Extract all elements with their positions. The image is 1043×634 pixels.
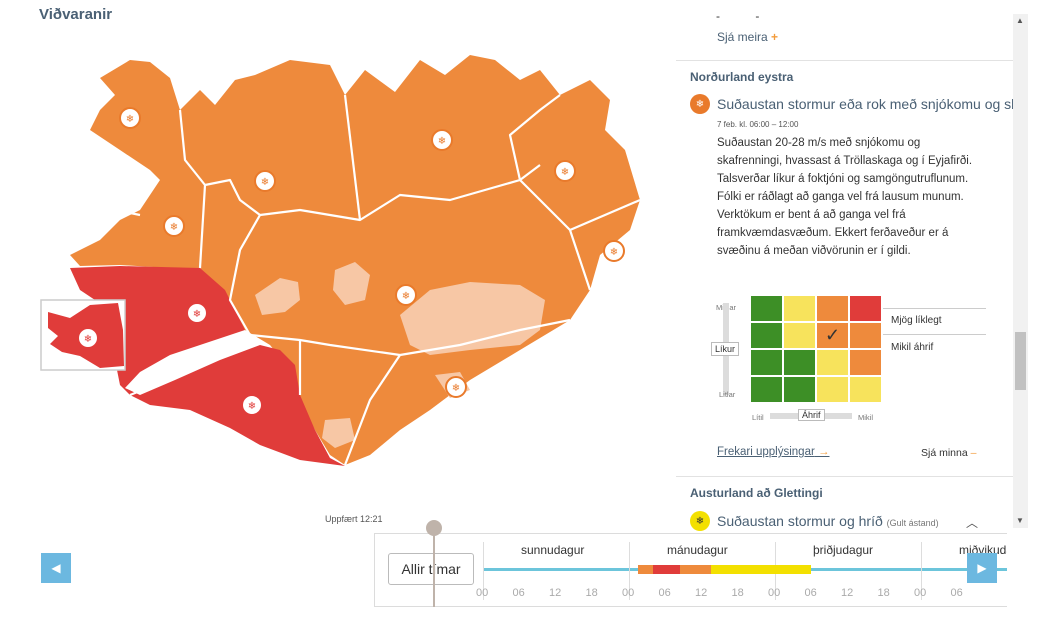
likelihood-value: Mjög líklegt [891, 315, 942, 326]
hour-label: 18 [585, 587, 598, 599]
more-info-label: Frekari upplýsingar [717, 446, 815, 458]
chevron-up-icon[interactable]: ︿ [966, 516, 979, 530]
page-title: Viðvaranir [39, 6, 113, 23]
region-title-nordurland-eystra: Norðurland eystra [690, 70, 794, 84]
timeline[interactable]: Allir tímar sunnudagur mánudagur þriðjudag… [374, 533, 1007, 607]
warning-level-note: (Gult ástand) [886, 518, 939, 528]
svg-text:❄: ❄ [610, 247, 618, 258]
impact-value: Mikil áhrif [891, 342, 934, 353]
hour-label: 00 [622, 587, 635, 599]
likelihood-label: Líkur [711, 342, 740, 356]
hour-label: 12 [695, 587, 708, 599]
region-red-west[interactable] [70, 266, 345, 466]
triangle-right-icon: ▶ [977, 561, 987, 575]
hour-label: 18 [731, 587, 744, 599]
risk-matrix: ✓ [750, 295, 882, 403]
day-divider [921, 542, 922, 600]
warning-description: Suðaustan 20-28 m/s með snjókomu og skaf… [717, 137, 973, 257]
svg-text:❄: ❄ [452, 383, 460, 394]
timeline-prev-button[interactable]: ◀ [41, 553, 71, 583]
hour-label: 12 [841, 587, 854, 599]
checkmark-icon: ✓ [816, 322, 849, 349]
divider [676, 60, 1013, 61]
timeline-warning-yellow [711, 565, 811, 574]
warning-title-text: Suðaustan stormur og hríð [717, 513, 883, 529]
hour-label: 06 [512, 587, 525, 599]
impact-high-label: Mikil [858, 413, 873, 422]
region-orange[interactable] [70, 55, 640, 465]
warning-title[interactable]: Suðaustan stormur og hríð (Gult ástand) [717, 513, 939, 529]
plus-icon: + [771, 30, 779, 44]
svg-text:❄: ❄ [438, 136, 446, 147]
warning-map[interactable]: ❄ ❄ ❄ ❄ ❄ ❄ ❄ ❄ ❄ ❄ ❄ [0, 30, 680, 490]
warning-title[interactable]: Suðaustan stormur eða rok með snjókomu o… [717, 96, 1013, 112]
svg-text:❄: ❄ [126, 114, 134, 125]
divider [883, 334, 986, 335]
hour-label: 00 [914, 587, 927, 599]
triangle-left-icon: ◀ [51, 561, 61, 575]
day-label: mánudagur [667, 543, 728, 557]
hour-label: 06 [658, 587, 671, 599]
all-times-button[interactable]: Allir tímar [388, 553, 474, 585]
svg-text:❄: ❄ [261, 177, 269, 188]
day-divider [629, 542, 630, 600]
svg-text:❄: ❄ [84, 334, 92, 345]
impact-low-label: Lítil [752, 413, 764, 422]
see-more-label: Sjá meira [717, 30, 768, 44]
previous-region-placeholder: - - [716, 9, 776, 23]
hour-label: 12 [549, 587, 562, 599]
snow-wind-warning-icon: ❄ [690, 511, 710, 531]
likelihood-low-label: Litlar [719, 390, 736, 399]
scrollbar-thumb[interactable] [1015, 332, 1026, 390]
divider [883, 308, 986, 309]
day-label: þriðjudagur [813, 543, 874, 557]
hour-label: 06 [804, 587, 817, 599]
day-divider [483, 542, 484, 600]
svg-text:❄: ❄ [170, 222, 178, 233]
svg-text:❄: ❄ [193, 309, 201, 320]
timeline-warning-red [653, 565, 680, 574]
timeline-next-button[interactable]: ▶ [967, 553, 997, 583]
see-less-label: Sjá minna [921, 447, 968, 459]
hour-label: 18 [877, 587, 890, 599]
region-title-austurland: Austurland að Glettingi [690, 486, 823, 500]
map-updated-time: Uppfært 12:21 [325, 514, 383, 524]
more-info-link[interactable]: Frekari upplýsingar → [717, 446, 830, 458]
hour-label: 00 [476, 587, 489, 599]
see-less-link[interactable]: Sjá minna – [921, 447, 976, 459]
svg-text:❄: ❄ [402, 291, 410, 302]
timeline-cursor[interactable] [433, 528, 435, 607]
svg-text:❄: ❄ [561, 167, 569, 178]
day-label: sunnudagur [521, 543, 585, 557]
warning-time: 7 feb. kl. 06:00 – 12:00 [717, 120, 799, 129]
timeline-cursor-handle[interactable] [426, 520, 442, 536]
map-warning-icons: ❄ ❄ ❄ ❄ ❄ ❄ ❄ ❄ ❄ ❄ ❄ [77, 107, 625, 416]
hour-label: 00 [768, 587, 781, 599]
scroll-up-icon[interactable]: ▲ [1016, 16, 1024, 25]
arrow-right-icon: → [818, 446, 830, 458]
impact-label: Áhrif [798, 409, 825, 421]
minus-icon: – [970, 447, 977, 459]
see-more-link[interactable]: Sjá meira + [717, 30, 778, 44]
divider [676, 476, 1013, 477]
snow-wind-warning-icon: ❄ [690, 94, 710, 114]
panel-scrollbar[interactable]: ▲ ▼ [1013, 14, 1028, 528]
scroll-down-icon[interactable]: ▼ [1016, 516, 1024, 525]
hour-label: 06 [950, 587, 963, 599]
svg-text:❄: ❄ [248, 401, 256, 412]
